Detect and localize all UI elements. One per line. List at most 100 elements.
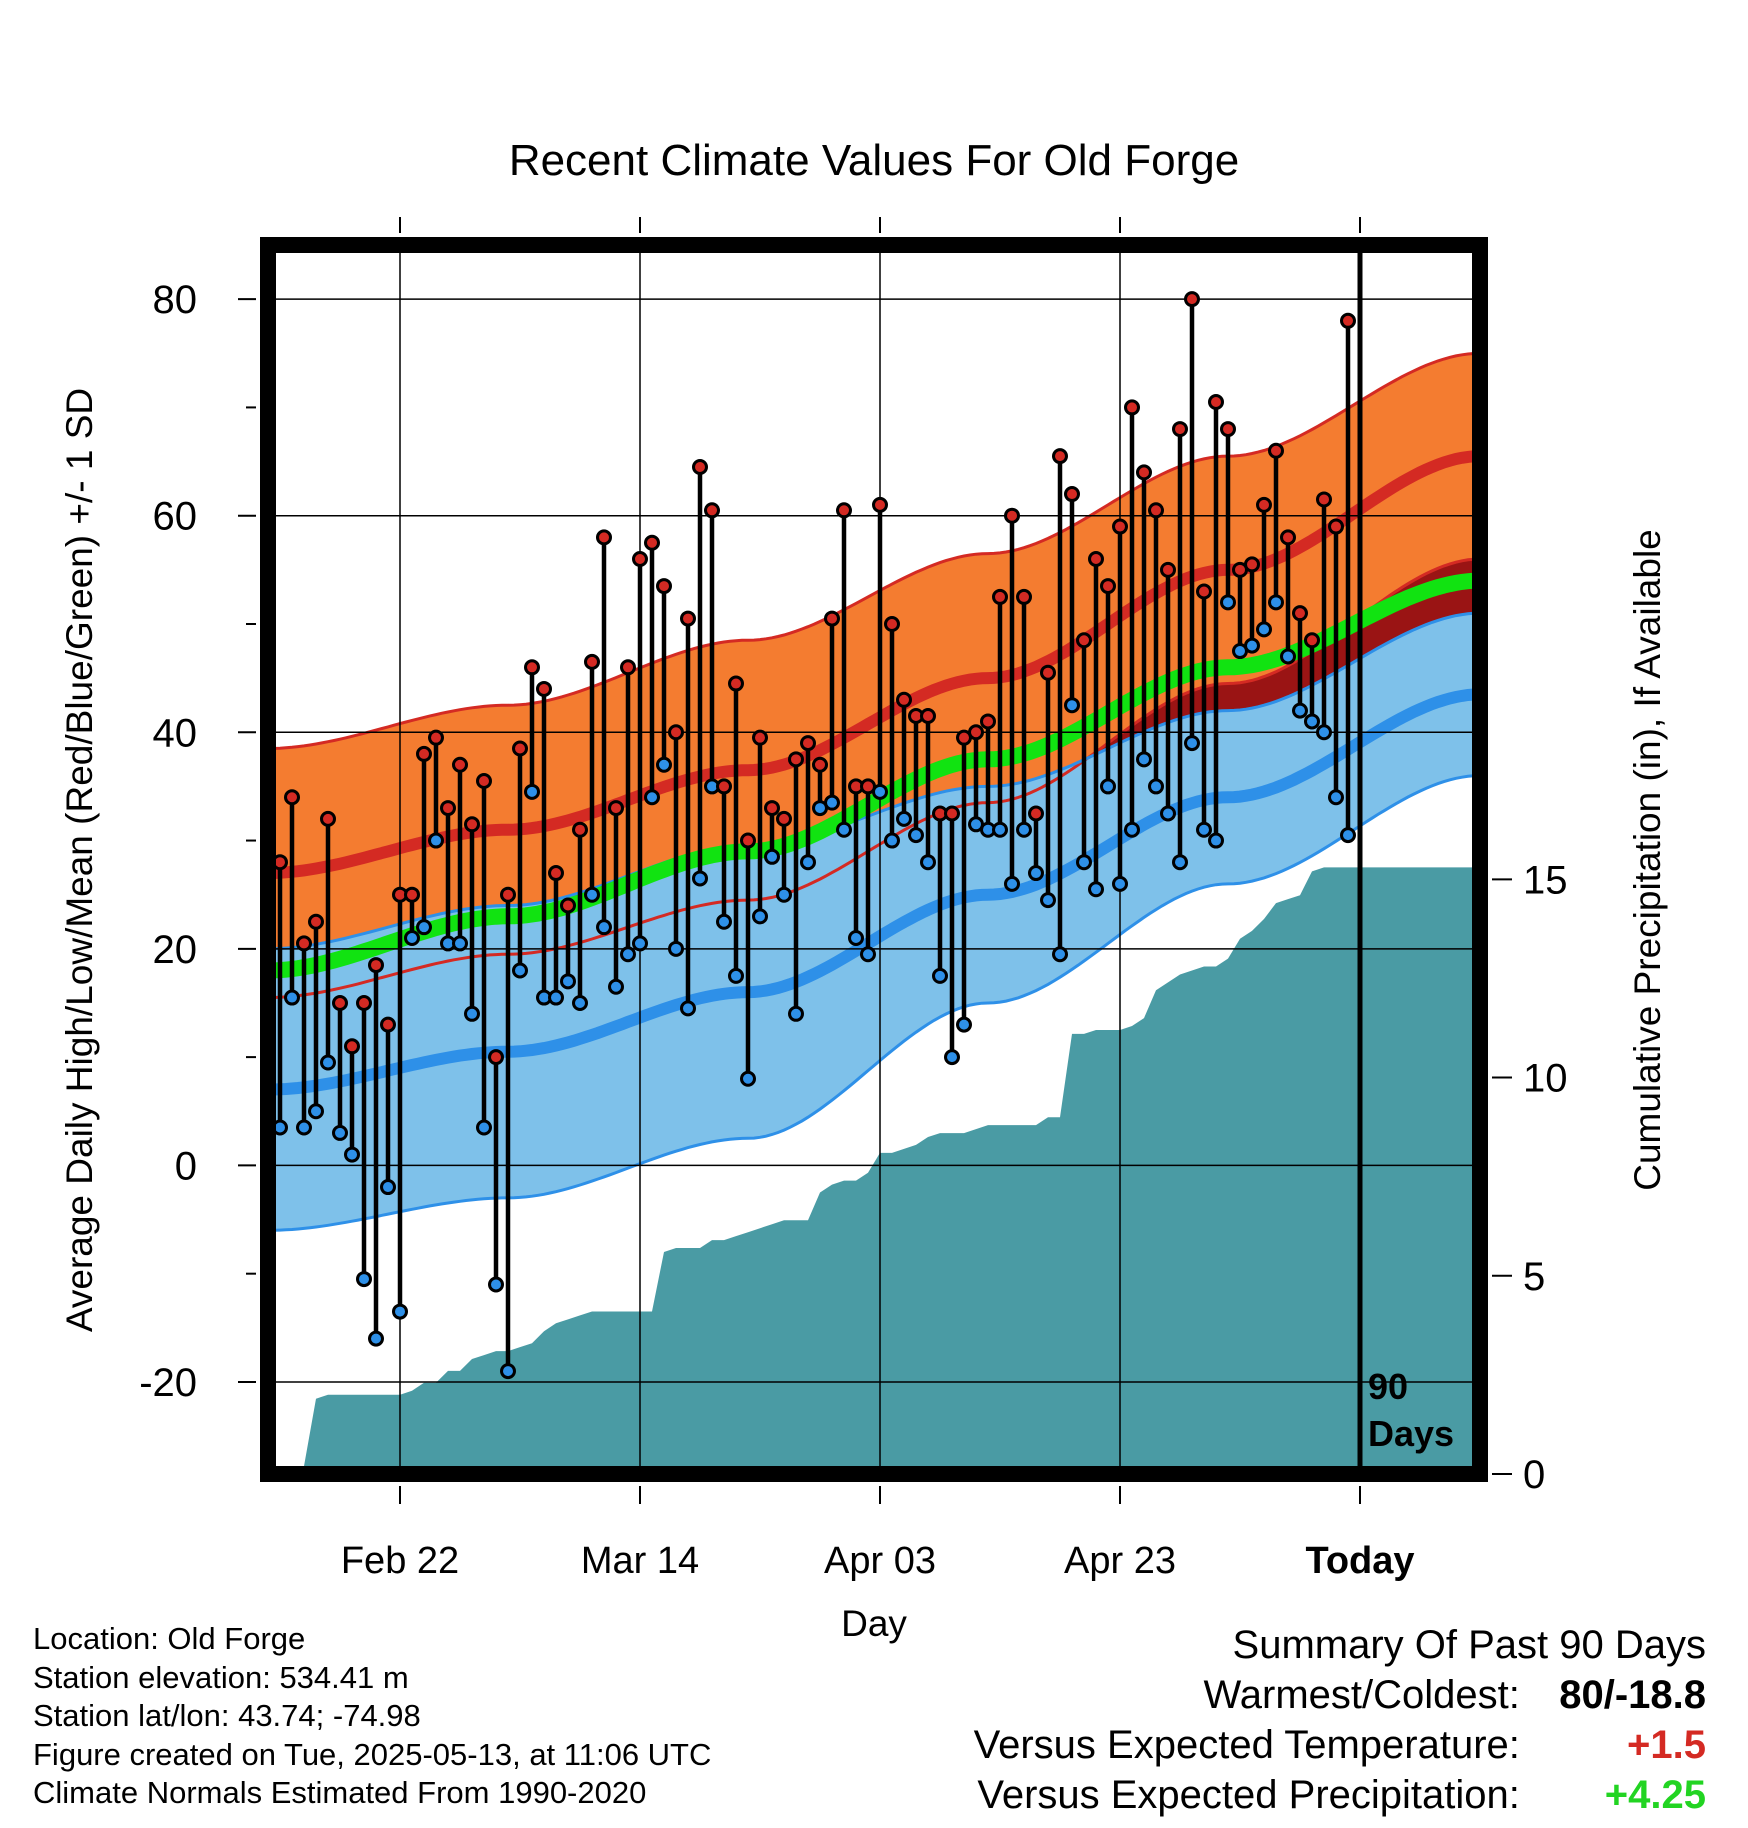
daily-low-point	[1208, 832, 1224, 849]
daily-high-point	[812, 756, 828, 773]
climate-normals-period: Climate Normals Estimated From 1990-2020	[33, 1775, 647, 1810]
daily-high-point	[1328, 518, 1344, 535]
daily-low-point	[428, 832, 444, 849]
daily-high-point	[284, 789, 300, 806]
warmest-coldest-row: Warmest/Coldest: 80/-18.8	[974, 1670, 1707, 1720]
daily-high-point	[488, 1049, 504, 1066]
daily-low-point	[656, 756, 672, 773]
daily-high-point	[764, 800, 780, 817]
daily-high-point	[1256, 496, 1272, 513]
summary-panel: Summary Of Past 90 Days Warmest/Coldest:…	[974, 1620, 1706, 1820]
daily-high-point	[500, 886, 516, 903]
daily-high-point	[632, 551, 648, 568]
daily-high-point	[836, 502, 852, 519]
summary-title: Summary Of Past 90 Days	[1232, 1623, 1706, 1667]
daily-low-point	[1028, 865, 1044, 882]
daily-high-point	[1004, 507, 1020, 524]
daily-high-point	[548, 865, 564, 882]
daily-low-point	[908, 827, 924, 844]
daily-low-point	[716, 913, 732, 930]
daily-high-point	[788, 751, 804, 768]
daily-low-point	[920, 854, 936, 871]
daily-high-point	[1208, 394, 1224, 411]
y-tick-label-left: 60	[153, 495, 198, 539]
daily-high-point	[1172, 421, 1188, 438]
y-tick-label-left: 40	[153, 711, 198, 755]
daily-high-point	[320, 810, 336, 827]
today-days-label: Days	[1368, 1413, 1454, 1454]
daily-low-point	[836, 821, 852, 838]
daily-high-point	[476, 772, 492, 789]
warmest-coldest-value: 80/-18.8	[1559, 1673, 1706, 1717]
high-normal-band	[268, 353, 1480, 998]
y-tick-label-left: 0	[175, 1144, 197, 1188]
daily-high-point	[1052, 448, 1068, 465]
daily-low-point	[1040, 892, 1056, 909]
daily-low-point	[884, 832, 900, 849]
precip-departure-row: Versus Expected Precipitation: +4.25	[974, 1770, 1706, 1820]
daily-high-point	[1268, 442, 1284, 459]
daily-low-point	[332, 1124, 348, 1141]
daily-low-point	[872, 783, 888, 800]
low-band-lower-edge	[267, 774, 1481, 1232]
daily-high-point	[656, 578, 672, 595]
daily-high-point	[944, 805, 960, 822]
today-days-count: 90	[1368, 1366, 1408, 1407]
daily-low-point	[488, 1276, 504, 1293]
daily-high-point	[716, 778, 732, 795]
daily-high-point	[1124, 399, 1140, 416]
daily-high-point	[1244, 556, 1260, 573]
daily-high-point	[1184, 291, 1200, 308]
daily-low-point	[500, 1363, 516, 1380]
daily-high-point	[368, 957, 384, 974]
daily-low-point	[416, 919, 432, 936]
daily-high-point	[1340, 312, 1356, 329]
daily-high-point	[1292, 605, 1308, 622]
daily-low-point	[368, 1330, 384, 1347]
daily-low-point	[1004, 875, 1020, 892]
temp-departure-label: Versus Expected Temperature:	[973, 1723, 1520, 1767]
daily-low-point	[1100, 778, 1116, 795]
daily-low-point	[1160, 805, 1176, 822]
daily-high-point	[1280, 529, 1296, 546]
daily-low-point	[356, 1271, 372, 1288]
low-normal-band	[268, 613, 1480, 1231]
x-axis-label: Day	[841, 1603, 907, 1644]
daily-high-point	[920, 708, 936, 725]
daily-low-point	[1148, 778, 1164, 795]
daily-low-point	[320, 1054, 336, 1071]
daily-low-point	[1076, 854, 1092, 871]
station-info: Location: Old Forge Station elevation: 5…	[33, 1620, 711, 1813]
daily-low-point	[728, 967, 744, 984]
daily-high-point	[428, 729, 444, 746]
daily-high-point	[296, 935, 312, 952]
daily-low-point	[560, 973, 576, 990]
daily-high-point	[464, 816, 480, 833]
daily-low-point	[1256, 621, 1272, 638]
daily-high-point	[896, 691, 912, 708]
y-tick-label-right: 5	[1523, 1255, 1545, 1299]
daily-low-point	[1304, 713, 1320, 730]
daily-low-point	[452, 935, 468, 952]
daily-low-point	[1064, 697, 1080, 714]
daily-high-point	[596, 529, 612, 546]
daily-low-point	[1340, 827, 1356, 844]
daily-low-point	[1268, 594, 1284, 611]
daily-low-point	[944, 1049, 960, 1066]
station-location: Location: Old Forge	[33, 1621, 306, 1656]
daily-low-point	[752, 908, 768, 925]
daily-low-point	[1052, 946, 1068, 963]
daily-high-point	[740, 832, 756, 849]
daily-high-point	[728, 675, 744, 692]
daily-high-point	[968, 724, 984, 741]
daily-high-point	[452, 756, 468, 773]
daily-high-point	[308, 913, 324, 930]
daily-low-point	[992, 821, 1008, 838]
daily-high-point	[980, 713, 996, 730]
daily-low-point	[800, 854, 816, 871]
plot-area: 90 Days -20 0 20 40 60 80 0 5 10 15 Feb 22 Mar 14 Apr …	[139, 217, 1568, 1582]
daily-high-point	[704, 502, 720, 519]
daily-high-point	[1040, 664, 1056, 681]
daily-low-point	[932, 967, 948, 984]
